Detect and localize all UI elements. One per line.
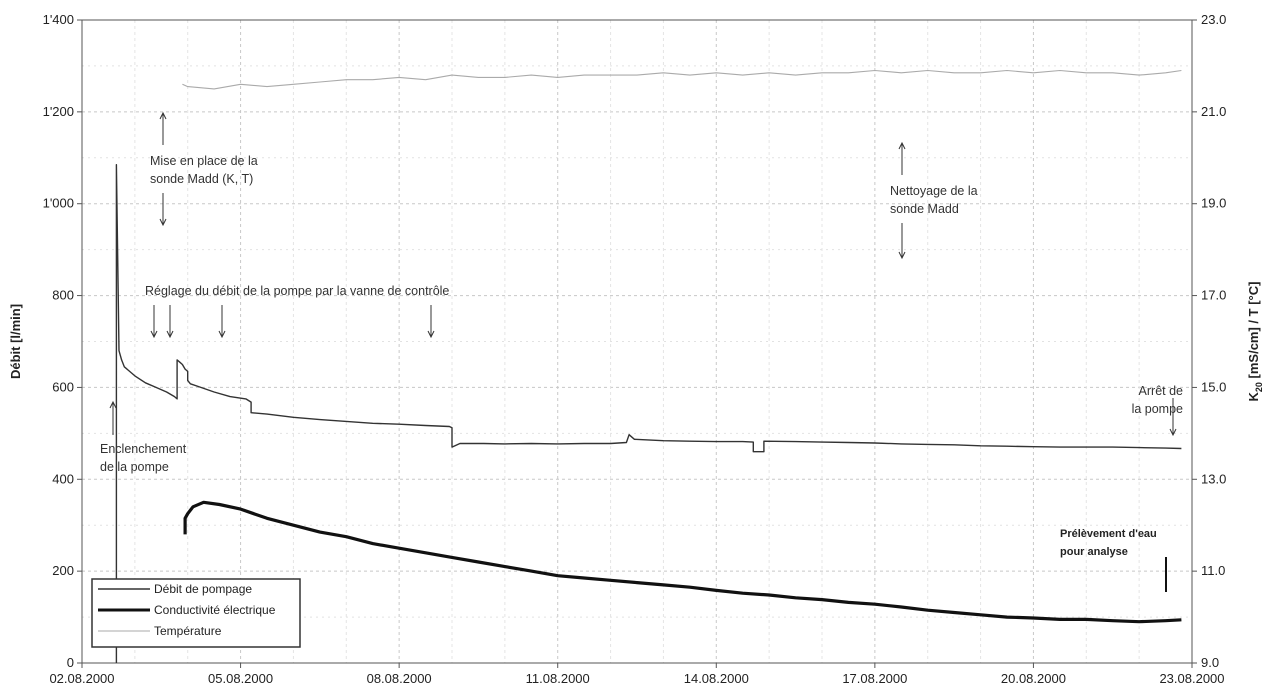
legend-box	[91, 578, 301, 648]
annotation-arrow-down-head	[159, 218, 167, 227]
annotation-arrow-down-head	[427, 330, 435, 339]
legend-label: Température	[154, 624, 222, 638]
y-right-tick-label: 21.0	[1201, 104, 1226, 119]
annotation-arrow-up-head	[159, 111, 167, 120]
series-line	[182, 69, 1182, 90]
x-tick-label: 23.08.2000	[1159, 671, 1224, 686]
y-right-tick-label: 19.0	[1201, 196, 1226, 211]
y-right-label-rest: [mS/cm] / T [°C]	[1246, 282, 1261, 383]
annotation-text: Arrêt de	[1139, 384, 1184, 398]
legend: Débit de pompage Conductivité électrique T…	[91, 578, 301, 648]
annotation-text: sonde Madd (K, T)	[150, 172, 253, 186]
y-right-tick-label: 13.0	[1201, 471, 1226, 486]
y-right-tick-label: 15.0	[1201, 379, 1226, 394]
plot-frame	[81, 19, 1193, 664]
y-left-tick-label: 1'200	[43, 104, 74, 119]
annotation-arrow-down-head	[1169, 428, 1177, 437]
y-left-tick-label: 600	[52, 379, 74, 394]
y-left-tick-label: 1'000	[43, 196, 74, 211]
annotation-arrow-up-head	[109, 400, 117, 409]
series-line	[115, 163, 1182, 663]
y-right-tick-label: 9.0	[1201, 655, 1219, 670]
y-left-tick-label: 800	[52, 288, 74, 303]
annotation-text: Nettoyage de la	[890, 184, 978, 198]
annotation-text: de la pompe	[100, 460, 169, 474]
x-tick-label: 20.08.2000	[1001, 671, 1066, 686]
y-right-tick-label: 23.0	[1201, 12, 1226, 27]
annotation-text: Réglage du débit de la pompe par la vann…	[145, 284, 449, 298]
annotations-layer: Mise en place de la sonde Madd (K, T) Nett…	[100, 111, 1184, 592]
annotation-arrow-down-head	[898, 251, 906, 260]
y-right-label-main: K	[1246, 391, 1261, 401]
y-right-label: K20 [mS/cm] / T [°C]	[1246, 282, 1264, 402]
x-tick-label: 11.08.2000	[526, 671, 590, 686]
series-layer	[115, 69, 1182, 663]
grid	[82, 20, 1192, 663]
annotation-arrow-down-head	[218, 330, 226, 339]
annotation-text: la pompe	[1132, 402, 1183, 416]
y-left-tick-label: 200	[52, 563, 74, 578]
y-right-label-sub: 20	[1254, 382, 1264, 392]
legend-label: Débit de pompage	[154, 582, 252, 596]
y-left-tick-label: 0	[67, 655, 74, 670]
axes: 0 200 400 600 800 1'000 1'200 1'400 9.0 11.0 13.0 1…	[8, 12, 1264, 686]
annotation-arrow-down-head	[150, 330, 158, 339]
annotation-text: Enclenchement	[100, 442, 187, 456]
x-tick-label: 14.08.2000	[684, 671, 749, 686]
annotation-text: Mise en place de la	[150, 154, 258, 168]
y-left-label: Débit [l/min]	[8, 304, 23, 379]
x-tick-label: 02.08.2000	[49, 671, 114, 686]
x-tick-label: 05.08.2000	[208, 671, 273, 686]
annotation-arrow-down-head	[166, 330, 174, 339]
annotation-text: pour analyse	[1060, 546, 1128, 558]
x-tick-label: 08.08.2000	[367, 671, 432, 686]
y-right-tick-label: 11.0	[1201, 563, 1225, 578]
series-line	[183, 500, 1182, 624]
annotation-arrow-up-head	[898, 141, 906, 150]
x-tick-label: 17.08.2000	[842, 671, 907, 686]
y-left-tick-label: 1'400	[43, 12, 74, 27]
y-left-tick-label: 400	[52, 471, 74, 486]
annotation-text: sonde Madd	[890, 202, 959, 216]
annotation-text: Prélèvement d'eau	[1060, 528, 1157, 540]
legend-label: Conductivité électrique	[154, 603, 276, 617]
y-right-tick-label: 17.0	[1201, 288, 1226, 303]
